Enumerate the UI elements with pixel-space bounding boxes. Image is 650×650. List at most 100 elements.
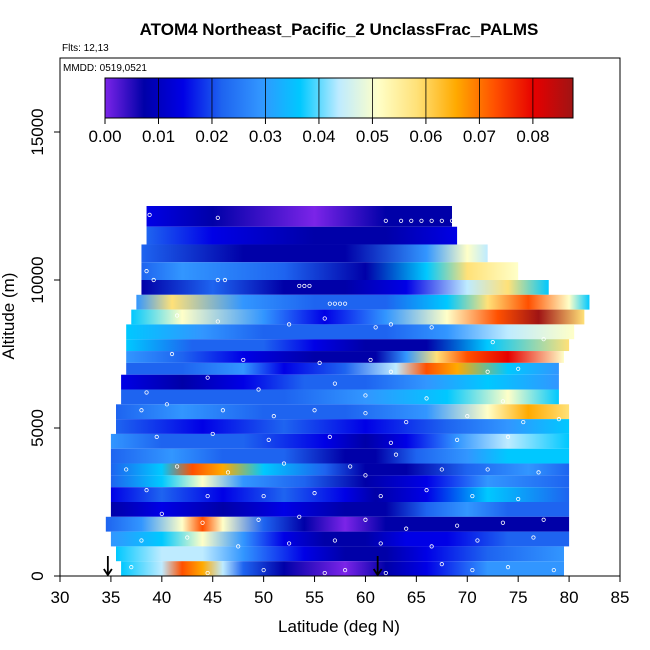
sample-point	[348, 464, 353, 469]
sample-point	[200, 520, 205, 525]
sample-point	[485, 467, 490, 472]
flights-label: Flts: 12,13	[62, 43, 109, 54]
sample-point	[164, 402, 170, 407]
sample-point	[536, 470, 541, 475]
down-arrow-icon	[372, 556, 383, 577]
sample-point	[185, 535, 190, 540]
sample-point	[363, 411, 368, 416]
curtain-band	[126, 324, 575, 340]
x-axis-label: Latitude (deg N)	[278, 617, 400, 636]
curtain-band	[121, 374, 559, 390]
sample-point	[174, 313, 180, 318]
y-tick-label: 0	[28, 571, 47, 580]
sample-point	[241, 357, 246, 363]
sample-point	[373, 325, 378, 330]
sample-point	[297, 283, 302, 289]
curtain-band	[146, 226, 458, 245]
sample-point	[210, 431, 215, 437]
colorbar-tick-label: 0.00	[88, 127, 121, 146]
curtain-band	[121, 389, 559, 405]
sample-point	[485, 369, 490, 374]
sample-point	[449, 218, 455, 223]
sample-point	[332, 381, 338, 386]
sample-point	[541, 337, 546, 342]
sample-point	[281, 461, 287, 466]
curtain-band	[141, 280, 549, 295]
sample-point	[439, 218, 444, 223]
sample-point	[174, 464, 180, 469]
sample-point	[363, 393, 368, 398]
x-tick-label: 75	[509, 588, 528, 607]
sample-point	[363, 517, 368, 522]
sample-point	[312, 408, 317, 413]
sample-points	[124, 212, 567, 576]
sample-point	[159, 511, 164, 516]
colorbar-tick-label: 0.02	[195, 127, 228, 146]
sample-point	[261, 567, 266, 573]
sample-point	[383, 570, 388, 576]
curtain-band	[110, 448, 570, 464]
sample-point	[363, 473, 368, 478]
sample-point	[256, 387, 261, 392]
sample-point	[342, 567, 348, 573]
sample-point	[154, 434, 159, 439]
sample-point	[332, 538, 338, 543]
colorbar-ticks: 0.00 0.01 0.02 0.03 0.04 0.05 0.06 0.07 0.08	[88, 78, 549, 146]
sample-point	[261, 493, 266, 499]
sample-point	[332, 301, 338, 306]
sample-point	[378, 541, 383, 546]
curtain-band	[110, 463, 570, 476]
colorbar-tick-label: 0.07	[463, 127, 496, 146]
sample-point	[205, 570, 210, 576]
x-tick-label: 70	[458, 588, 477, 607]
sample-point	[322, 316, 327, 321]
curtain-band	[110, 487, 570, 502]
sample-point	[129, 565, 134, 570]
sample-point	[521, 419, 526, 425]
x-tick-label: 60	[356, 588, 375, 607]
sample-point	[139, 408, 144, 413]
curtain-band	[110, 475, 570, 488]
sample-point	[429, 325, 434, 330]
curtain-band	[126, 339, 570, 352]
curtain-band	[146, 206, 452, 227]
curtain-band	[110, 433, 570, 449]
colorbar: 0.00 0.01 0.02 0.03 0.04 0.05 0.06 0.07 0.08	[88, 77, 574, 146]
x-tick-label: 45	[203, 588, 222, 607]
sample-point	[215, 319, 220, 324]
sample-point	[312, 491, 317, 496]
sample-point	[327, 301, 332, 306]
curtain-band	[141, 262, 519, 280]
colorbar-gradient	[104, 77, 574, 119]
sample-point	[368, 357, 373, 363]
sample-point	[424, 488, 429, 493]
sample-point	[383, 218, 388, 223]
curtain-band	[126, 362, 559, 375]
sample-point	[215, 215, 220, 220]
sample-point	[205, 493, 210, 499]
colorbar-tick-label: 0.03	[249, 127, 282, 146]
sample-point	[470, 493, 475, 499]
sample-point	[378, 493, 383, 499]
sample-point	[205, 375, 210, 380]
sample-point	[271, 414, 276, 419]
sample-point	[404, 526, 409, 531]
x-tick-label: 55	[305, 588, 324, 607]
curtain-band	[121, 561, 564, 576]
sample-point	[541, 517, 546, 522]
sample-point	[144, 390, 149, 395]
colorbar-tick-label: 0.06	[409, 127, 442, 146]
sample-point	[439, 562, 444, 567]
sample-point	[220, 408, 226, 413]
sample-point	[429, 218, 434, 223]
x-tick-label: 85	[611, 588, 630, 607]
sample-point	[424, 396, 429, 401]
sample-point	[490, 340, 495, 345]
x-tick-label: 65	[407, 588, 426, 607]
sample-point	[222, 277, 228, 283]
sample-point	[388, 322, 394, 327]
sample-point	[215, 277, 220, 283]
sample-point	[144, 488, 149, 493]
sample-point	[342, 301, 348, 306]
x-tick-label: 35	[101, 588, 120, 607]
